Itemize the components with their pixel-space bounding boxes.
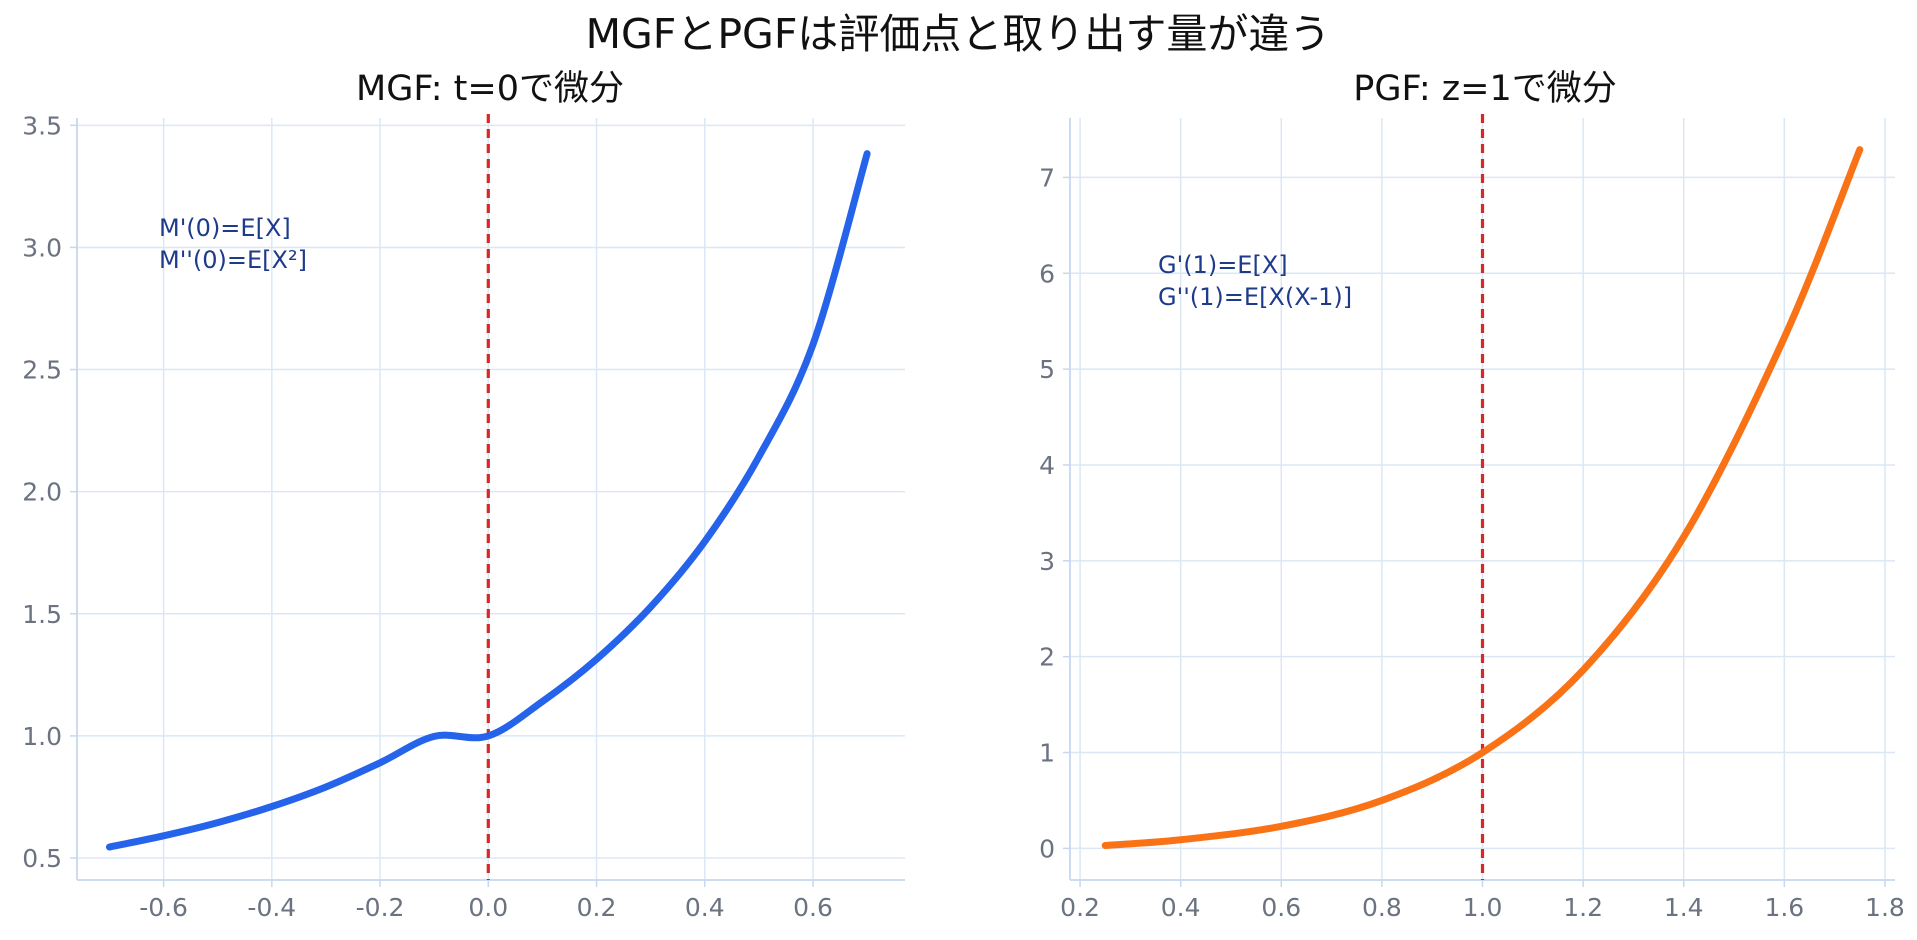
pgf-annotation: G'(1)=E[X] G''(1)=E[X(X-1)]	[1158, 251, 1352, 311]
mgf-y-tick-label-1-0: 1.0	[22, 722, 62, 751]
mgf-panel: MGF: t=0で微分 -0.6 -0.4 -0.2 0.0 0.2 0.4 0.6 0.5 1…	[22, 69, 905, 922]
mgf-series-line-0	[105, 150, 871, 851]
mgf-x-tick-label-0-6: -0.6	[139, 893, 188, 922]
mgf-x-tick-label-0-4: -0.4	[247, 893, 296, 922]
pgf-x-tick-label-1-8: 1.8	[1865, 893, 1905, 922]
pgf-x-tick-label-0-2: 0.2	[1060, 893, 1100, 922]
pgf-y-tick-label-6: 6	[1039, 259, 1055, 288]
pgf-x-tick-label-0-8: 0.8	[1362, 893, 1402, 922]
mgf-y-tick-label-2-5: 2.5	[22, 356, 62, 385]
mgf-annotation-line-1: M''(0)=E[X²]	[159, 246, 307, 274]
pgf-y-tick-label-0: 0	[1039, 834, 1055, 863]
pgf-x-tick-label-1-2: 1.2	[1563, 893, 1603, 922]
pgf-y-tick-label-7: 7	[1039, 163, 1055, 192]
mgf-x-tick-label-0-6: 0.6	[793, 893, 833, 922]
mgf-annotation: M'(0)=E[X] M''(0)=E[X²]	[159, 214, 307, 274]
pgf-series-layer	[1101, 146, 1864, 849]
figure-title: MGFとPGFは評価点と取り出す量が違う	[586, 10, 1331, 58]
pgf-y-tick-label-4: 4	[1039, 451, 1055, 480]
pgf-panel: PGF: z=1で微分 0.2 0.4 0.6 0.8 1.0 1.2 1.4 1.6 1.80…	[1039, 69, 1905, 922]
mgf-y-tick-label-1-5: 1.5	[22, 600, 62, 629]
pgf-annotation-line-0: G'(1)=E[X]	[1158, 251, 1288, 279]
pgf-y-tick-label-3: 3	[1039, 547, 1055, 576]
pgf-y-tick-label-1: 1	[1039, 739, 1055, 768]
pgf-axes: 0.2 0.4 0.6 0.8 1.0 1.2 1.4 1.6 1.8 0 1 2 3 4 5 6 7	[1039, 118, 1905, 922]
mgf-x-tick-label-0-0: 0.0	[468, 893, 508, 922]
mgf-y-tick-label-3-5: 3.5	[22, 111, 62, 140]
pgf-y-tick-label-2: 2	[1039, 643, 1055, 672]
pgf-x-tick-label-1-0: 1.0	[1463, 893, 1503, 922]
mgf-x-tick-label-0-4: 0.4	[685, 893, 725, 922]
mgf-panel-title: MGF: t=0で微分	[356, 69, 624, 109]
mgf-axes: -0.6 -0.4 -0.2 0.0 0.2 0.4 0.6 0.5 1.0 1.5 2.0 2.5 3…	[22, 111, 905, 922]
pgf-grid	[1070, 118, 1895, 880]
pgf-series-line-0	[1101, 146, 1864, 849]
pgf-x-tick-label-0-6: 0.6	[1261, 893, 1301, 922]
mgf-annotation-line-0: M'(0)=E[X]	[159, 214, 291, 242]
pgf-annotation-line-1: G''(1)=E[X(X-1)]	[1158, 283, 1352, 311]
pgf-panel-title: PGF: z=1で微分	[1353, 69, 1617, 109]
mgf-grid	[77, 118, 905, 880]
mgf-y-tick-label-3-0: 3.0	[22, 233, 62, 262]
pgf-x-tick-label-0-4: 0.4	[1161, 893, 1201, 922]
mgf-y-tick-label-2-0: 2.0	[22, 478, 62, 507]
mgf-y-tick-label-0-5: 0.5	[22, 844, 62, 873]
pgf-y-tick-label-5: 5	[1039, 355, 1055, 384]
mgf-series-layer	[105, 150, 871, 851]
pgf-x-tick-label-1-4: 1.4	[1664, 893, 1704, 922]
pgf-x-tick-label-1-6: 1.6	[1764, 893, 1804, 922]
mgf-x-tick-label-0-2: -0.2	[356, 893, 405, 922]
mgf-x-tick-label-0-2: 0.2	[577, 893, 617, 922]
